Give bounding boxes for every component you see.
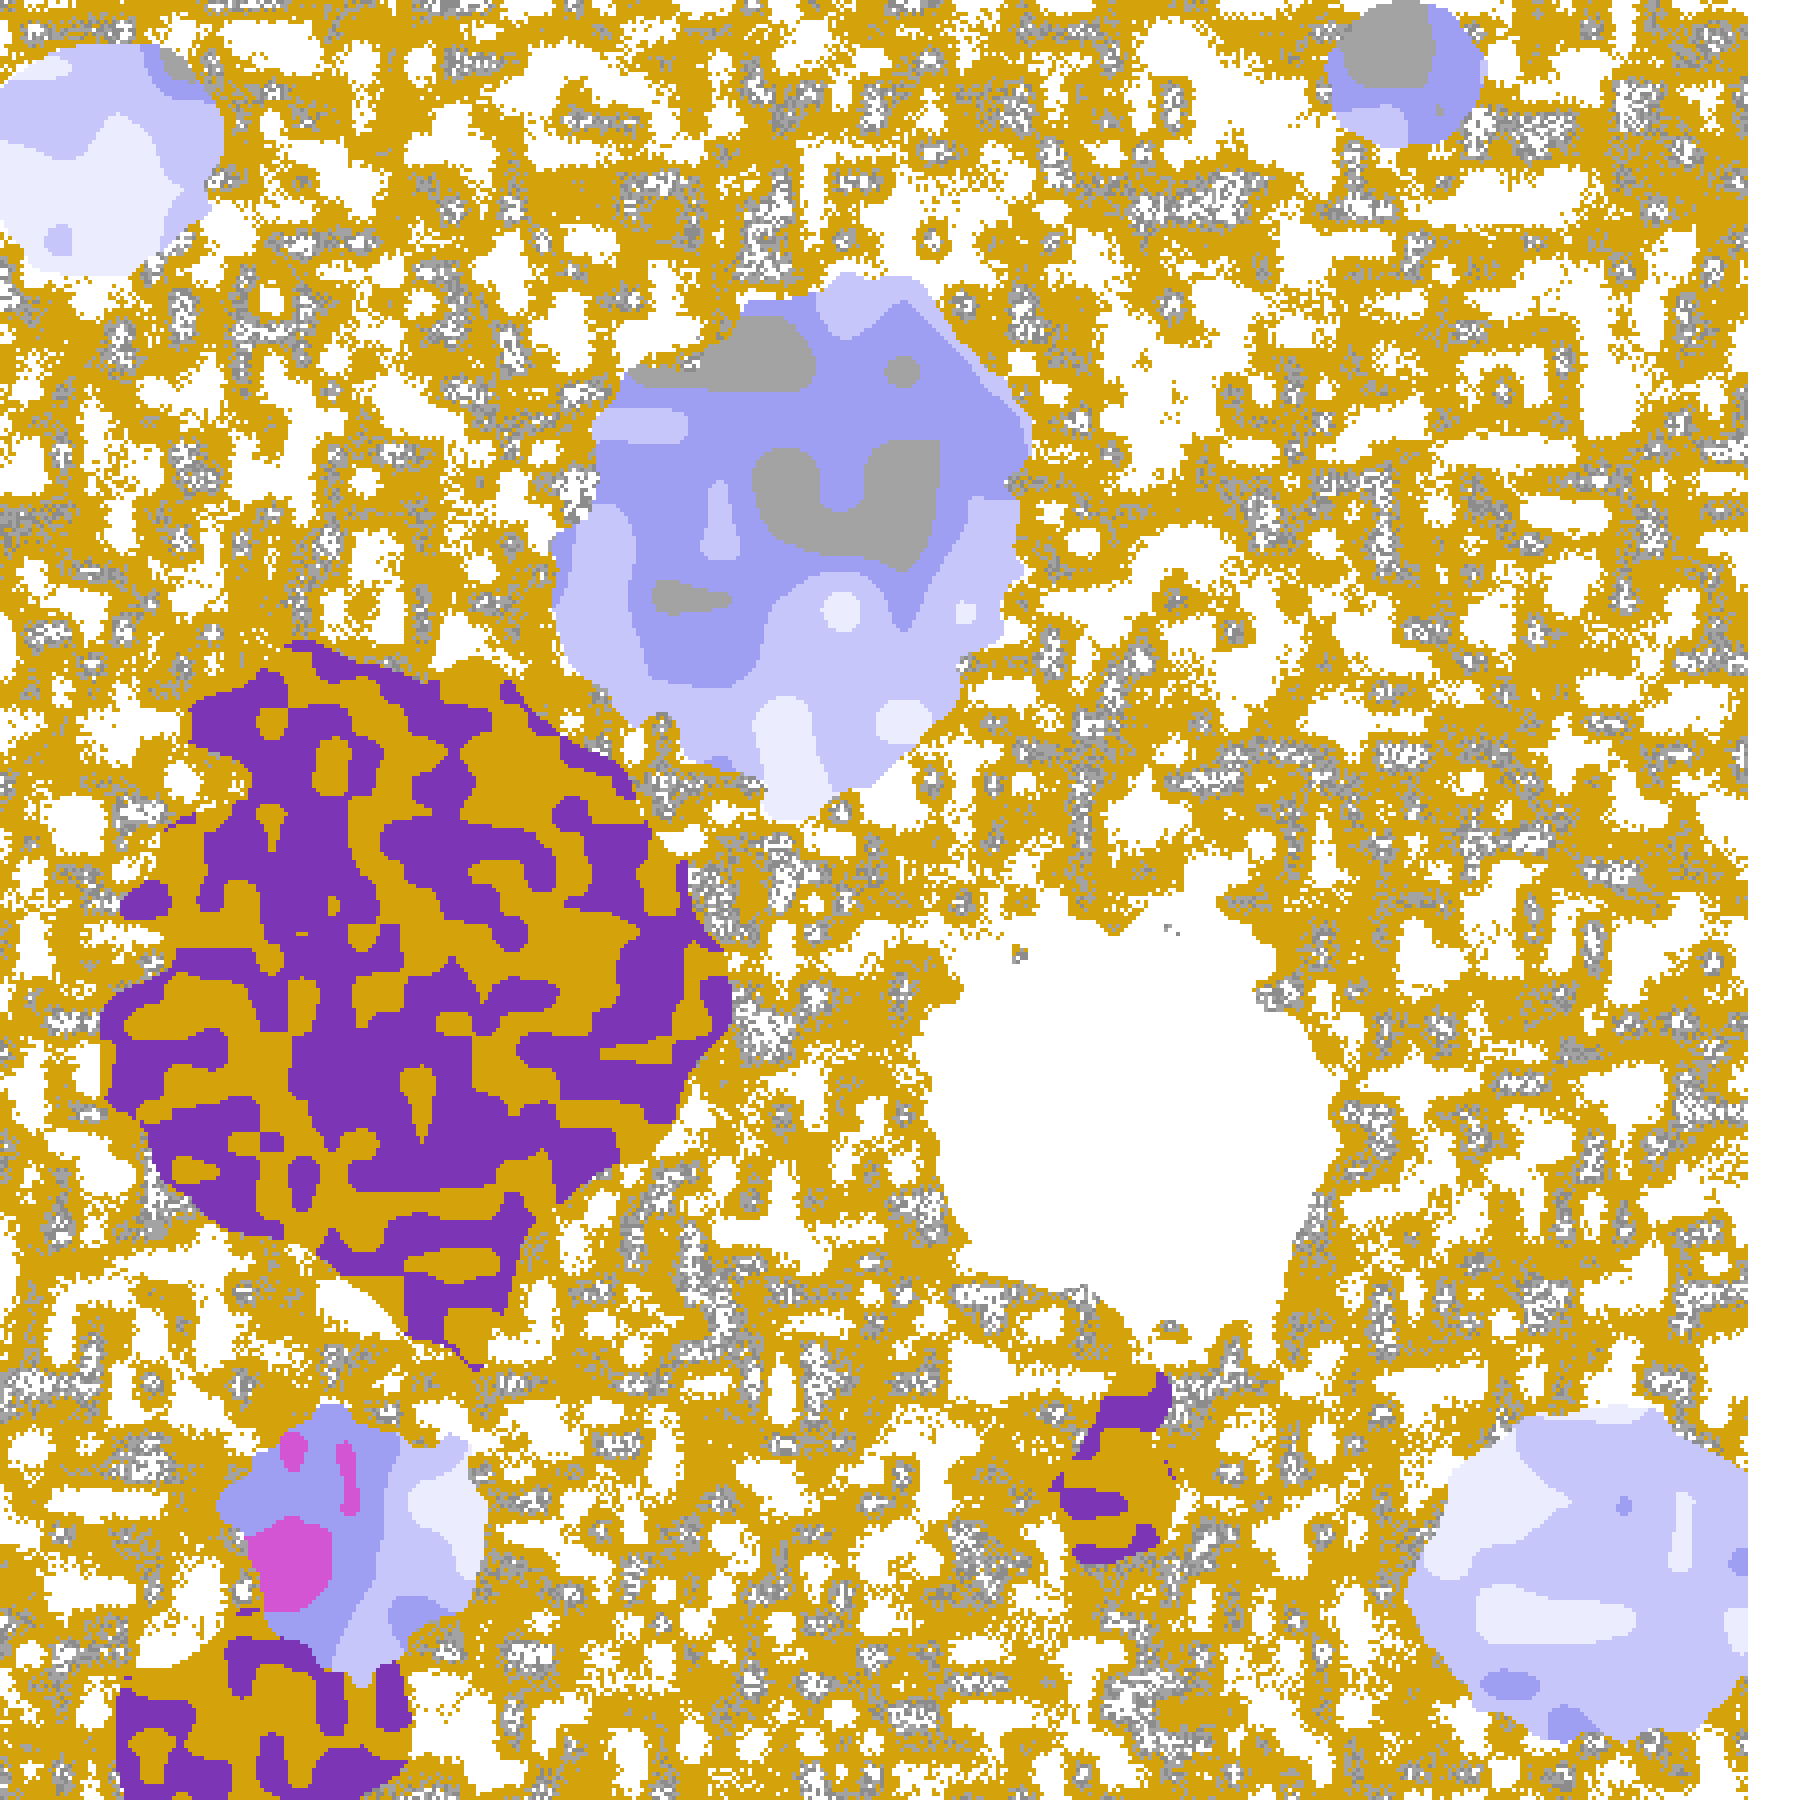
satellite-cloud-map bbox=[0, 0, 1800, 1800]
cloud-classification-raster bbox=[0, 0, 1800, 1800]
